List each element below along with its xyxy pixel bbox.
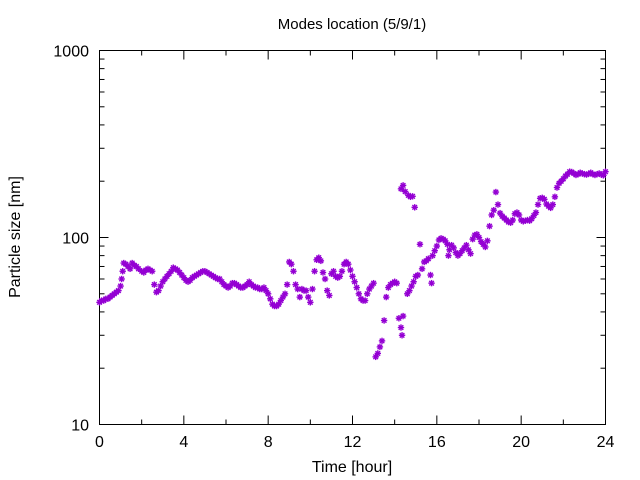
data-point [349, 273, 356, 280]
data-point [347, 266, 354, 274]
data-point [370, 279, 377, 287]
y-axis-ticks [99, 50, 606, 425]
data-point [309, 285, 316, 293]
data-point [383, 293, 390, 301]
data-point [290, 268, 297, 275]
data-point [409, 193, 416, 200]
data-point [117, 282, 124, 290]
y-tick-label: 1000 [53, 44, 89, 61]
data-point [484, 237, 491, 245]
data-point [376, 343, 384, 351]
data-point [602, 168, 609, 175]
data-point [445, 252, 452, 259]
data-point [336, 273, 344, 280]
data-point [482, 243, 489, 251]
data-point [532, 209, 540, 216]
plot-frame [99, 50, 606, 425]
data-point [488, 211, 495, 219]
y-tick-label: 100 [62, 231, 89, 248]
data-point [126, 265, 134, 273]
data-point [324, 287, 331, 294]
data-point [399, 182, 407, 189]
data-point [398, 332, 406, 339]
data-point [288, 260, 295, 268]
data-point [549, 201, 556, 208]
x-axis-label: Time [hour] [312, 459, 392, 476]
data-point [319, 269, 327, 276]
data-point [364, 290, 371, 297]
data-point [361, 297, 369, 304]
data-point [353, 284, 360, 291]
data-point [296, 293, 303, 301]
data-point [490, 206, 497, 214]
x-tick-label: 12 [344, 434, 362, 451]
data-point [302, 287, 310, 294]
data-point [374, 350, 381, 357]
x-axis-ticks [99, 50, 606, 425]
data-point [397, 324, 405, 331]
data-point [118, 275, 125, 283]
data-point [399, 312, 407, 320]
data-point [411, 204, 418, 211]
data-point [317, 257, 325, 265]
data-point [307, 299, 314, 306]
data-point [380, 317, 388, 324]
y-axis-label: Particle size [nm] [7, 176, 24, 298]
data-point [416, 241, 424, 248]
data-point [414, 271, 422, 279]
data-point [264, 290, 272, 297]
data-point [151, 281, 158, 288]
data-point [429, 252, 436, 259]
data-point [149, 268, 156, 275]
data-point [311, 268, 318, 275]
data-point [433, 242, 441, 250]
data-points [96, 168, 609, 361]
data-point [450, 244, 457, 252]
data-point [378, 337, 386, 345]
x-tick-label: 24 [597, 434, 615, 451]
data-point [393, 279, 400, 287]
y-axis-tick-labels: 10 100 1000 [53, 44, 89, 435]
data-point [486, 222, 493, 230]
data-point [283, 281, 291, 288]
data-point [410, 278, 417, 285]
data-point [425, 255, 432, 262]
x-tick-label: 8 [264, 434, 273, 451]
x-tick-label: 20 [512, 434, 530, 451]
x-tick-label: 4 [179, 434, 188, 451]
data-point [427, 271, 434, 279]
data-point [305, 293, 312, 301]
data-point [515, 211, 523, 219]
x-tick-label: 0 [95, 434, 104, 451]
data-point [551, 193, 559, 201]
data-point [494, 201, 502, 208]
data-point [281, 290, 289, 297]
x-tick-label: 16 [428, 434, 446, 451]
chart-title: Modes location (5/9/1) [278, 16, 426, 33]
data-point [119, 268, 126, 275]
data-point [355, 290, 363, 297]
data-point [321, 275, 329, 283]
data-point [345, 260, 352, 268]
data-point [330, 268, 337, 275]
data-point [534, 201, 542, 208]
data-point [351, 278, 358, 285]
data-point [467, 250, 474, 257]
data-point [492, 188, 500, 196]
data-point [227, 282, 234, 290]
x-axis-tick-labels: 0 4 8 12 16 20 24 [95, 434, 614, 451]
data-point [338, 268, 346, 275]
y-tick-label: 10 [71, 418, 89, 435]
data-point [418, 265, 426, 273]
data-point [267, 295, 274, 303]
data-point [326, 292, 333, 299]
data-point [509, 216, 516, 224]
data-point [428, 279, 435, 287]
